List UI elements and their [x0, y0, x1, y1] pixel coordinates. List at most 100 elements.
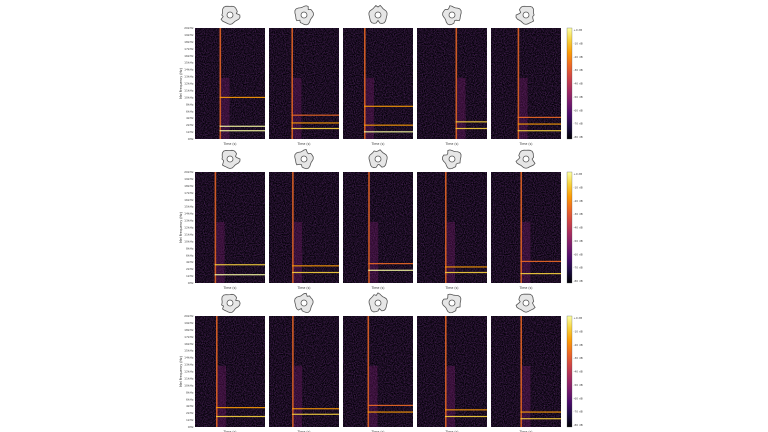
spectrogram-noise	[269, 28, 339, 139]
y-tick-label: 19kHz	[184, 321, 194, 325]
onset-decay	[522, 365, 531, 427]
x-axis-label: Time (s)	[223, 286, 237, 290]
spectrogram-panel: Time (s)	[343, 292, 413, 432]
y-tick-label: 19kHz	[184, 33, 194, 37]
harmonic-line	[216, 415, 265, 418]
onset-line	[455, 28, 458, 139]
harmonic-line	[364, 131, 413, 133]
colorbar-tick-label: -70 dB	[574, 266, 583, 270]
onset-line	[214, 172, 217, 283]
y-tick-label: 16kHz	[184, 54, 194, 58]
spectrogram-panel: Time (s)	[269, 5, 339, 146]
harmonic-line	[219, 130, 265, 132]
harmonic-line	[216, 407, 265, 409]
colorbar-tick-label: -40 dB	[574, 226, 583, 230]
onset-line	[445, 172, 447, 283]
harmonic-line	[455, 121, 487, 123]
harmonic-line	[292, 413, 339, 415]
harmonic-line	[291, 114, 339, 116]
onset-line	[216, 316, 218, 427]
x-axis-label: Time (s)	[519, 142, 533, 146]
y-tick-label: 4kHz	[186, 116, 194, 120]
y-tick-label: 14kHz	[184, 356, 194, 360]
y-tick-label: 15kHz	[184, 205, 194, 209]
y-tick-label: 11kHz	[184, 232, 194, 236]
y-tick-label: 0Hz	[188, 281, 194, 285]
y-tick-label: 14kHz	[184, 68, 194, 72]
onset-decay	[369, 365, 378, 427]
x-axis-label: Time (s)	[519, 286, 533, 290]
onset-decay	[293, 221, 303, 283]
y-tick-label: 12kHz	[184, 226, 194, 230]
y-tick-label: 2kHz	[186, 411, 194, 415]
onset-line	[292, 172, 294, 283]
spectrogram-noise	[195, 316, 265, 427]
colorbar-tick-label: -70 dB	[574, 122, 583, 126]
colorbar-tick-label: -20 dB	[574, 55, 583, 59]
y-axis-label: Mel Frequency (Hz)	[179, 356, 183, 387]
spectrogram-noise	[269, 316, 339, 427]
y-tick-label: 13kHz	[184, 219, 194, 223]
y-tick-label: 19kHz	[184, 177, 194, 181]
harmonic-line	[445, 271, 487, 274]
harmonic-line	[364, 124, 413, 126]
onset-decay	[293, 77, 302, 139]
colorbar-tick-label: -60 dB	[574, 252, 583, 256]
onset-decay	[522, 221, 531, 283]
y-tick-label: 4kHz	[186, 404, 194, 408]
colorbar-tick-label: -50 dB	[574, 383, 583, 387]
center-hole-icon	[448, 11, 456, 19]
y-tick-label: 10kHz	[184, 239, 194, 243]
center-hole-icon	[374, 155, 382, 163]
harmonic-line	[291, 127, 339, 130]
onset-decay	[457, 77, 466, 139]
colorbar-tick-label: -20 dB	[574, 199, 583, 203]
y-tick-label: 20kHz	[184, 314, 194, 318]
colorbar-tick-label: -30 dB	[574, 68, 583, 72]
harmonic-line	[368, 263, 413, 265]
onset-decay	[369, 221, 379, 283]
harmonic-line	[445, 266, 487, 268]
harmonic-line	[517, 116, 561, 118]
harmonic-line	[214, 264, 265, 266]
spectrogram-panel: Time (s) 0Hz 1kHz 2kHz 4kHz 6kHz 8kHz 10kHz 11kH…	[179, 5, 265, 146]
center-hole-icon	[300, 299, 308, 307]
center-hole-icon	[226, 299, 234, 307]
harmonic-line	[367, 411, 413, 413]
center-hole-icon	[226, 11, 234, 19]
y-tick-label: 2kHz	[186, 123, 194, 127]
center-hole-icon	[522, 155, 530, 163]
harmonic-line	[520, 418, 561, 420]
center-hole-icon	[374, 11, 382, 19]
spectrogram-noise	[417, 316, 487, 427]
harmonic-line	[517, 123, 561, 125]
spectrogram-panel: Time (s)	[417, 149, 487, 290]
x-axis-label: Time (s)	[445, 142, 459, 146]
y-tick-label: 14kHz	[184, 212, 194, 216]
y-tick-label: 2kHz	[186, 267, 194, 271]
spectrogram-noise	[269, 172, 339, 283]
y-tick-label: 11kHz	[184, 88, 194, 92]
x-axis-label: Time (s)	[519, 430, 533, 432]
y-tick-label: 6kHz	[186, 109, 194, 113]
center-hole-icon	[374, 299, 382, 307]
spectrogram-noise	[417, 28, 487, 139]
onset-line	[520, 172, 522, 283]
onset-line	[364, 28, 366, 139]
spectrogram-noise	[195, 172, 265, 283]
colorbar-tick-label: -40 dB	[574, 82, 583, 86]
y-axis-label: Mel Frequency (Hz)	[179, 68, 183, 99]
onset-decay	[365, 77, 374, 139]
y-tick-label: 20kHz	[184, 170, 194, 174]
spectrogram-panel: Time (s) +0 dB -10 dB -20 dB -30 dB -40 dB -50…	[491, 149, 583, 290]
x-axis-label: Time (s)	[223, 430, 237, 432]
y-tick-label: 16kHz	[184, 198, 194, 202]
colorbar-tick-label: -10 dB	[574, 329, 583, 333]
center-hole-icon	[522, 11, 530, 19]
spectrogram-panel: Time (s)	[417, 293, 487, 432]
spectrogram-panel: Time (s) 0Hz 1kHz 2kHz 4kHz 6kHz 8kHz 10kHz 11kH…	[179, 293, 265, 432]
colorbar-tick-label: +0 dB	[574, 28, 583, 32]
onset-line	[445, 316, 447, 427]
center-hole-icon	[448, 155, 456, 163]
